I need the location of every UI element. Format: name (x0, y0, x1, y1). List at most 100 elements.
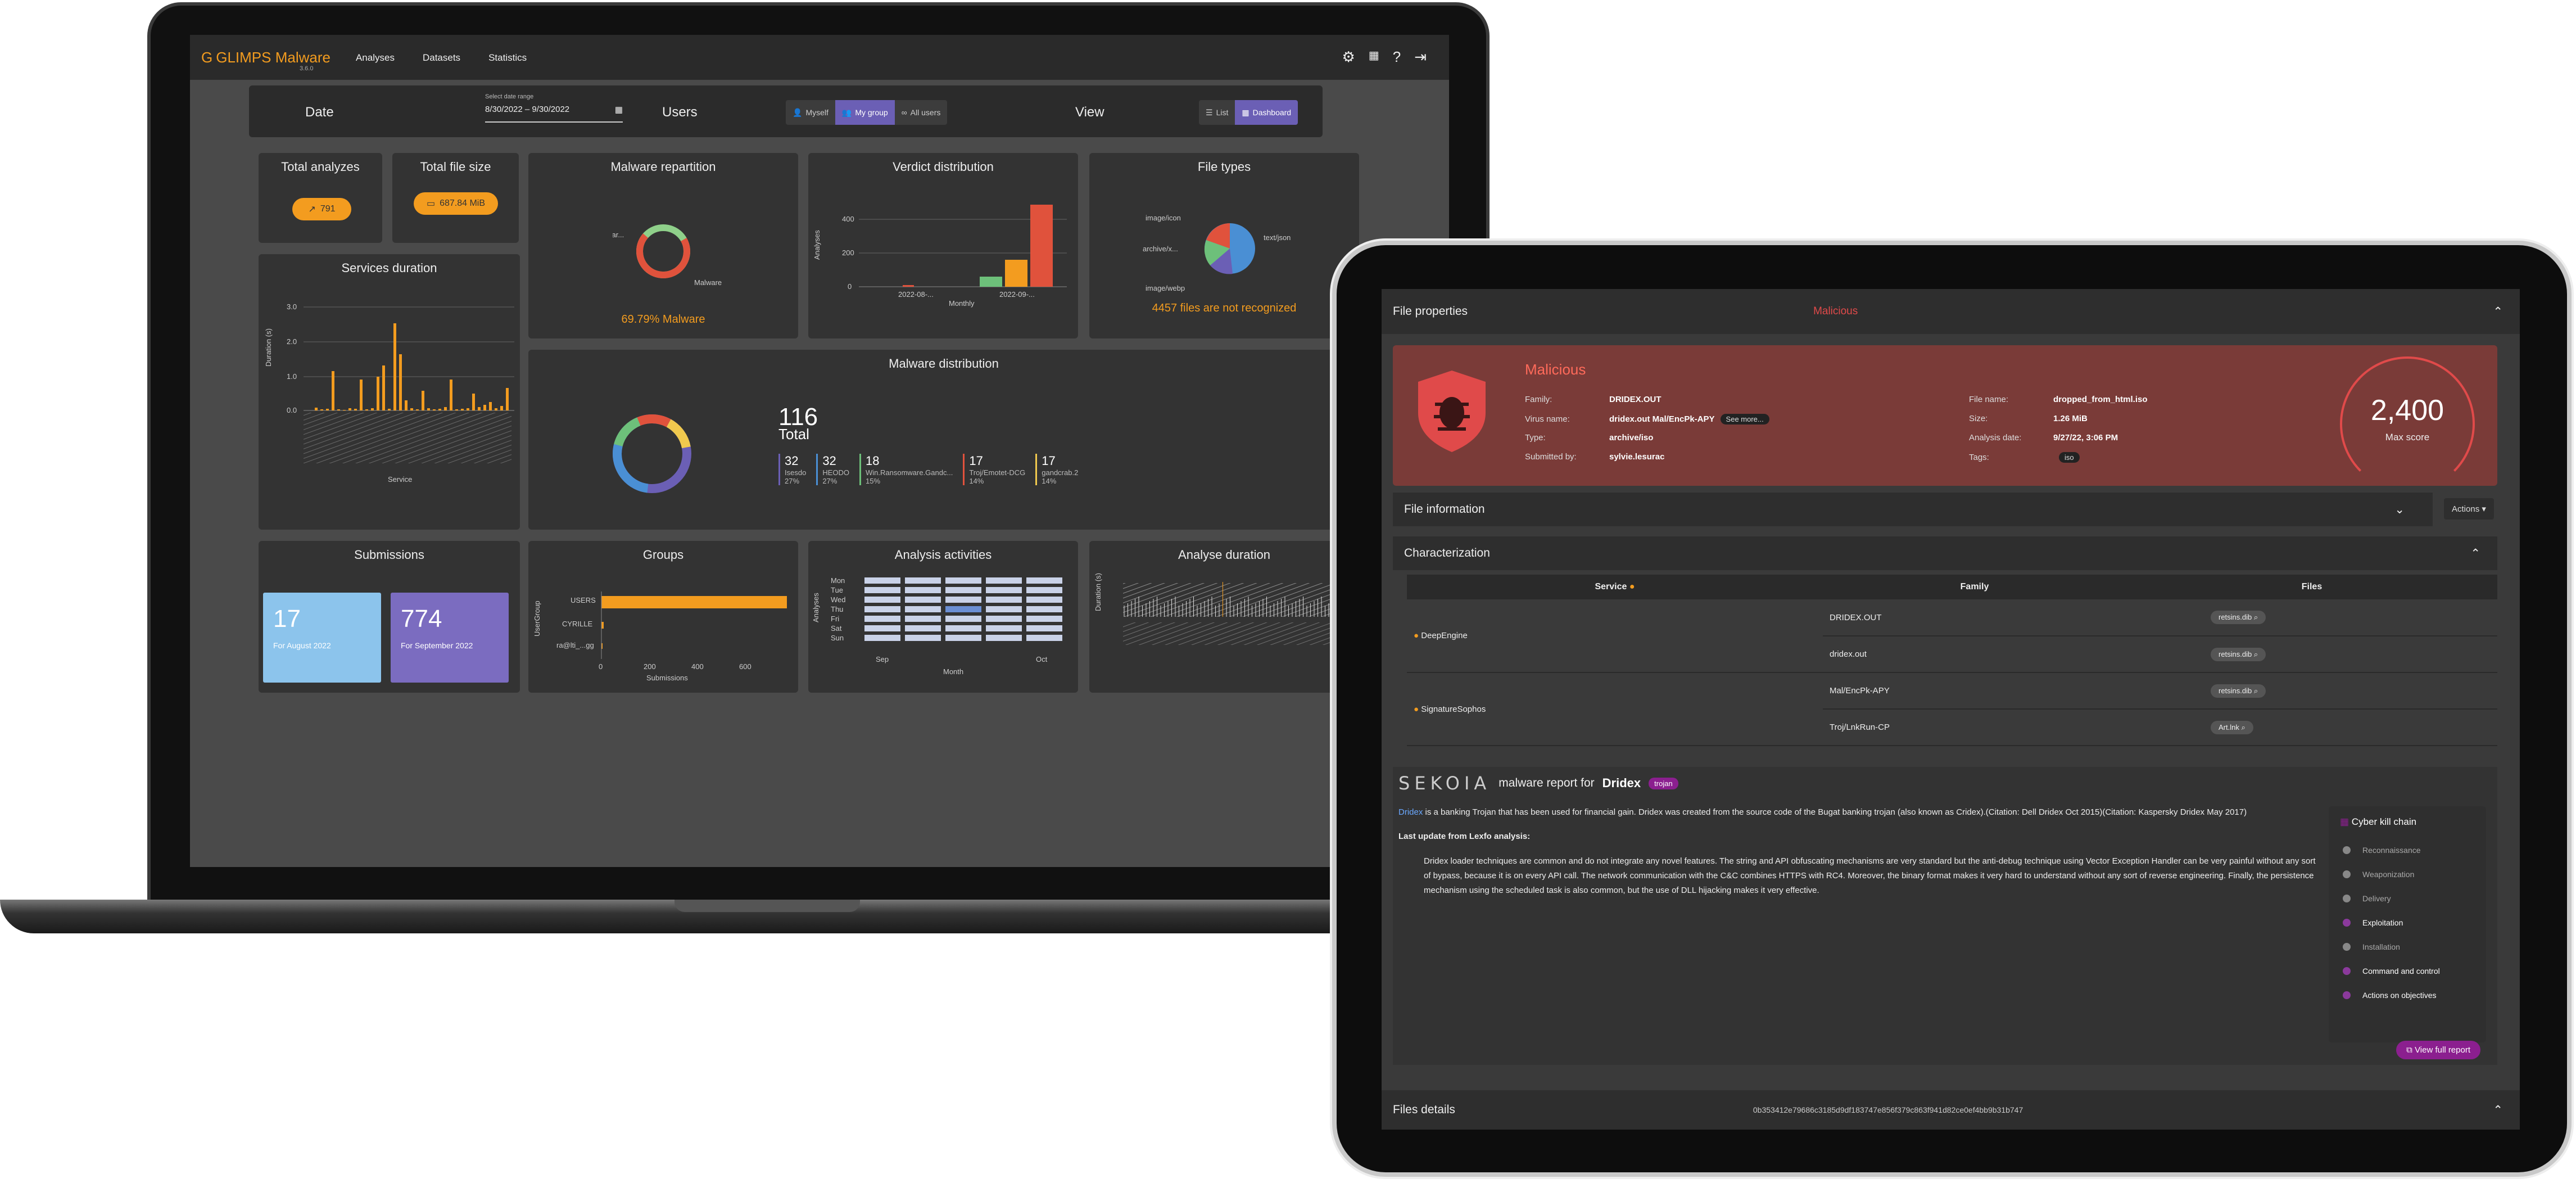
legend-item: 32 Isesdo 27% (778, 454, 806, 485)
file-chip[interactable]: retsins.dib ⌕ (2211, 684, 2266, 698)
heat-cell (945, 587, 981, 593)
heat-cell (945, 577, 981, 584)
file-chip[interactable]: Art.lnk ⌕ (2211, 720, 2253, 734)
submissions-label: For August 2022 (273, 641, 331, 650)
legend-pct: 15% (865, 477, 881, 485)
help-icon[interactable]: ? (1392, 48, 1401, 65)
legend-name: Troj/Emotet-DCG (969, 468, 1026, 477)
y-tick: 0 (848, 282, 852, 291)
kill-chain-list: Reconnaissance Weaponization Delivery Explo… (2329, 838, 2486, 1007)
service-bar (405, 400, 408, 410)
chevron-up-icon[interactable]: ⌃ (2470, 547, 2480, 560)
view-full-report-button[interactable]: ⧉ View full report (2396, 1041, 2480, 1059)
card-total-file-size: Total file size ▭ 687.84 MiB (392, 153, 519, 243)
group-label: CYRILLE (562, 620, 593, 628)
x-tick: 0 (599, 662, 603, 671)
file-information-header[interactable]: File information ⌄ (1393, 493, 2433, 526)
bar (601, 622, 604, 629)
users-option-all-users[interactable]: ∞ All users (894, 100, 948, 125)
glimps-logo-icon: G (201, 48, 213, 66)
last-update-label: Last update from Lexfo analysis: (1398, 832, 1531, 841)
heat-cell (864, 625, 900, 631)
files-details-header[interactable]: Files details 0b353412e79686c3185d9df183… (1382, 1090, 2520, 1130)
service-bar (438, 409, 441, 410)
x-tick: 2022-08-... (898, 290, 934, 299)
chevron-up-icon[interactable]: ⌃ (2493, 305, 2503, 318)
card-total-analyzes: Total analyzes ↗ 791 (259, 153, 382, 243)
day-label: Wed (831, 595, 846, 604)
characterization-header[interactable]: Characterization ⌃ (1393, 536, 2497, 570)
step-dot-icon (2343, 919, 2351, 927)
service-bar (410, 408, 413, 410)
service-bar (371, 408, 374, 410)
heat-cell (1026, 625, 1062, 631)
actions-dropdown[interactable]: Actions ▾ (2444, 498, 2494, 520)
file-hash: 0b353412e79686c3185d9df183747e856f379c86… (1753, 1105, 2023, 1114)
y-tick: 1.0 (287, 372, 297, 381)
label-non-malware: Non-malwar... (613, 231, 624, 239)
kill-chain-step: Exploitation (2329, 910, 2486, 934)
brand[interactable]: G GLIMPS Malware (201, 49, 331, 66)
service-bar (467, 408, 469, 410)
service-bar (382, 365, 385, 410)
flag-icon[interactable]: ▦ (1368, 49, 1379, 62)
date-range-field[interactable]: Select date range 8/30/2022 – 9/30/2022 ▦ (485, 93, 623, 123)
service-bar (500, 406, 503, 410)
th-service: Service ● (1407, 575, 1823, 599)
card-analyse-duration: Analyse duration Duration (s) (1089, 541, 1359, 693)
file-chip[interactable]: retsins.dib ⌕ (2211, 647, 2266, 661)
nav-analyses[interactable]: Analyses (355, 52, 395, 63)
laptop-notch (674, 900, 860, 912)
heat-cell (1026, 577, 1062, 584)
view-toggle: ☰ List ▦ Dashboard (1199, 100, 1298, 125)
users-option-myself[interactable]: 👤 Myself (786, 100, 835, 125)
heat-cell (905, 597, 941, 603)
chevron-down-icon[interactable]: ⌄ (2394, 503, 2405, 516)
nav-datasets[interactable]: Datasets (422, 52, 461, 63)
file-chip[interactable]: retsins.dib ⌕ (2211, 611, 2266, 624)
kill-chain-step: Command and control (2329, 959, 2486, 983)
service-cell: ● SignatureSophos (1407, 672, 1823, 746)
service-bar (337, 409, 340, 410)
x-tick: 200 (644, 662, 656, 671)
card-submissions: Submissions 17 For August 2022 774 For S… (259, 541, 520, 693)
heat-cell (986, 597, 1022, 603)
score-label: Max score (2385, 432, 2430, 443)
gear-icon[interactable]: ⚙ (1342, 48, 1355, 65)
step-dot-icon (2343, 943, 2351, 951)
step-label: Delivery (2362, 893, 2391, 903)
view-option-dashboard[interactable]: ▦ Dashboard (1235, 100, 1298, 125)
card-services-duration: Services duration Duration (s) 0.0 1.0 2… (259, 254, 520, 530)
type-label: Type: (1525, 433, 1546, 443)
file-properties-header[interactable]: File properties Malicious ⌃ (1382, 289, 2520, 334)
characterization-title: Characterization (1404, 547, 1490, 559)
chevron-up-icon[interactable]: ⌃ (2493, 1103, 2503, 1117)
heat-cell (1026, 587, 1062, 593)
info-icon[interactable]: ● (1629, 582, 1635, 592)
legend-item: 17 gandcrab.2 14% (1035, 454, 1078, 485)
submissions-value: 774 (401, 605, 442, 633)
day-label: Fri (831, 615, 839, 623)
view-label: View (1075, 105, 1104, 120)
view-option-list[interactable]: ☰ List (1199, 100, 1235, 125)
card-title: Analysis activities (894, 548, 992, 562)
legend-pct: 27% (785, 477, 800, 485)
nav-statistics[interactable]: Statistics (488, 52, 527, 63)
logout-icon[interactable]: ⇥ (1414, 48, 1427, 65)
dridex-link[interactable]: Dridex (1398, 807, 1423, 817)
service-bar (506, 388, 509, 410)
tag-badge[interactable]: iso (2059, 452, 2080, 463)
calendar-icon[interactable]: ▦ (614, 105, 623, 115)
users-label: Users (662, 105, 698, 120)
total-malware-label: Total (778, 426, 809, 443)
heat-cell (905, 587, 941, 593)
kill-chain-step: Actions on objectives (2329, 983, 2486, 1007)
bar (1030, 205, 1053, 287)
users-option-my-group[interactable]: 👥 My group (835, 100, 895, 125)
main-nav: Analyses Datasets Statistics (331, 52, 527, 64)
total-malware-value: 116 (778, 403, 818, 431)
see-more-button[interactable]: See more... (1720, 414, 1769, 425)
groups-bar-chart: UserGroup USERS CYRILLE ra@lti_...gg 0 2… (533, 592, 787, 682)
step-dot-icon (2343, 895, 2351, 902)
legend-item: 32 HEODO 27% (816, 454, 849, 485)
